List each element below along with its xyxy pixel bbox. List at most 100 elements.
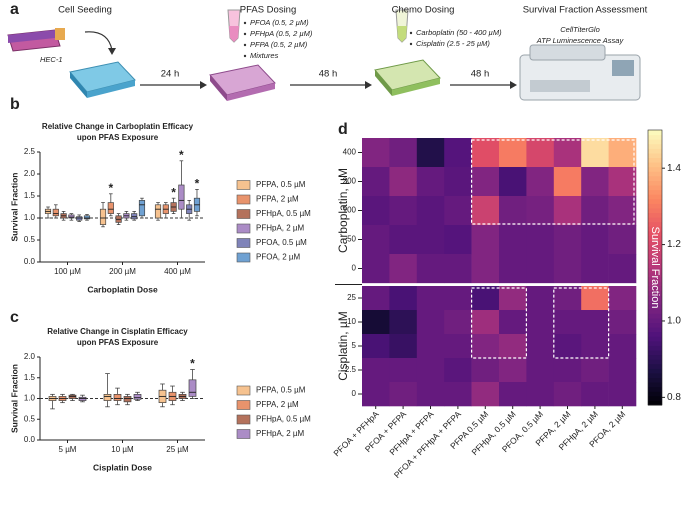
heatmap-cell (471, 310, 500, 335)
heatmap-cell (499, 382, 527, 407)
heatmap-cell (362, 167, 390, 197)
box (99, 208, 107, 225)
legend-label: PFHpA, 2 µM (256, 224, 305, 233)
box (83, 215, 91, 220)
highlight-box (471, 287, 528, 359)
colorbar-segment (648, 203, 662, 209)
heatmap-cell (553, 382, 582, 407)
row-label: 5 (352, 341, 357, 350)
bullet (409, 42, 413, 46)
y-tick-label: 1.5 (24, 373, 36, 382)
legend-label: PFOA, 2 µM (256, 253, 301, 262)
colorbar-segment (648, 313, 662, 319)
colorbar-tick-label: 0.8 (667, 392, 681, 403)
legend-label: PFPA, 2 µM (256, 400, 299, 409)
colorbar-segment (648, 139, 662, 145)
colorbar-segment (648, 143, 662, 149)
panel-label: b (10, 96, 20, 113)
chart-title: Relative Change in Cisplatin Efficacy (47, 327, 188, 336)
legend-label: PFOA, 0.5 µM (256, 238, 307, 247)
heatmap-cell (581, 167, 609, 197)
legend-label: PFPA, 2 µM (256, 195, 299, 204)
box (107, 202, 114, 214)
highlight-box (471, 139, 635, 225)
interval-label: 48 h (319, 69, 338, 80)
colorbar-tick-label: 1.2 (667, 239, 681, 250)
heatmap-cell (362, 254, 390, 284)
bullet (409, 31, 413, 35)
colorbar-segment (648, 244, 662, 250)
colorbar-segment (648, 395, 662, 401)
colorbar-segment (648, 345, 662, 351)
colorbar-segment (648, 258, 662, 264)
row-label: 10 (347, 317, 356, 326)
colorbar-segment (648, 198, 662, 204)
colorbar-segment (648, 235, 662, 241)
colorbar-segment (648, 171, 662, 177)
row-label: 0 (352, 389, 357, 398)
heatmap-cell (608, 382, 637, 407)
colorbar-segment (648, 308, 662, 314)
colorbar-segment (648, 304, 662, 310)
heatmap-cell (416, 310, 445, 335)
heatmap-cell (471, 196, 500, 226)
colorbar-segment (648, 281, 662, 287)
heatmap-cell (362, 225, 390, 255)
step-title: Chemo Dosing (392, 5, 455, 16)
colorbar-segment (648, 262, 662, 268)
y-tick-label: 1.0 (24, 394, 36, 403)
significance-star: * (195, 177, 200, 191)
heatmap-cell (608, 254, 637, 284)
heatmap-cell (608, 138, 637, 168)
bullet (243, 43, 247, 47)
colorbar-segment (648, 226, 662, 232)
heatmap-cell (499, 310, 527, 335)
heatmap-cell (416, 254, 445, 284)
legend-label: PFPA, 0.5 µM (256, 180, 306, 189)
colorbar-segment (648, 157, 662, 163)
colorbar-segment (648, 230, 662, 236)
colorbar-segment (648, 207, 662, 213)
heatmap-cell (471, 358, 500, 383)
panel-label: a (10, 1, 19, 18)
heatmap-cell (389, 167, 418, 197)
heatmap-cell (581, 138, 609, 168)
colorbar-tick-label: 1.4 (667, 163, 681, 174)
x-tick-label: 10 µM (111, 445, 134, 454)
heatmap-cell (608, 196, 637, 226)
colorbar-segment (648, 382, 662, 388)
colorbar-segment (648, 180, 662, 186)
row-label: 2.5 (345, 365, 357, 374)
significance-star: * (108, 181, 113, 195)
heatmap-cell (389, 358, 418, 383)
heatmap-cell (608, 167, 637, 197)
interval-label: 48 h (471, 69, 490, 80)
heatmap-cell (471, 254, 500, 284)
heatmap-cell (608, 358, 637, 383)
heatmap-cell (416, 225, 445, 255)
interval-label: 24 h (161, 69, 180, 80)
x-tick-label: 400 µM (164, 267, 191, 276)
heatmap-cell (526, 138, 555, 168)
heatmap-cell (581, 225, 609, 255)
heatmap-cell (499, 334, 527, 359)
heatmap-cell (608, 225, 637, 255)
colorbar-segment (648, 336, 662, 342)
heatmap-cell (499, 254, 527, 284)
colorbar-segment (648, 322, 662, 328)
heatmap-cell (499, 196, 527, 226)
step-note: HEC-1 (40, 55, 63, 64)
box (113, 394, 122, 401)
heatmap-cell (416, 138, 445, 168)
heatmap-cell (526, 225, 555, 255)
legend-label: PFHpA, 2 µM (256, 429, 305, 438)
heatmap-cell (471, 334, 500, 359)
heatmap-cell (526, 167, 555, 197)
colorbar-segment (648, 290, 662, 296)
step-item: PFHpA (0.5, 2 µM) (250, 29, 313, 38)
heatmap-cell (416, 286, 445, 311)
heatmap-cell (389, 254, 418, 284)
box (52, 208, 59, 217)
chart-title: upon PFAS Exposure (77, 133, 159, 142)
colorbar-segment (648, 217, 662, 223)
